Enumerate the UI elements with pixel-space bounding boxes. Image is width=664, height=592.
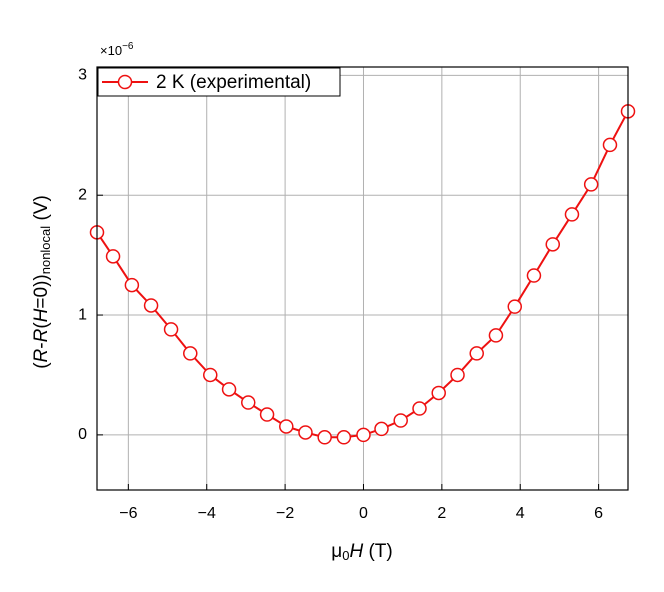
plot <box>89 104 636 445</box>
data-point <box>163 322 179 337</box>
data-point <box>393 413 408 428</box>
multiplier-base: ×10 <box>100 43 122 58</box>
y-label-part: ( <box>31 322 52 329</box>
legend-label: 2 K (experimental) <box>156 72 311 93</box>
y-tick-label: 2 <box>78 186 87 203</box>
data-point <box>412 401 427 416</box>
y-label-part: =0)) <box>31 274 52 308</box>
data-point <box>564 207 580 222</box>
x-label-part: H <box>349 541 363 562</box>
x-axis-label: μ0H (T) <box>331 541 392 563</box>
data-line <box>96 110 629 439</box>
data-point <box>336 430 352 445</box>
x-tick-label: 2 <box>437 505 446 522</box>
data-point <box>469 346 484 361</box>
plot-frame <box>96 66 629 491</box>
data-point <box>583 177 599 192</box>
x-label-part: (T) <box>363 541 393 562</box>
data-point <box>298 425 313 440</box>
y-tick-label: 1 <box>78 306 87 323</box>
data-point <box>488 328 504 343</box>
data-point <box>545 237 561 252</box>
data-point <box>259 407 275 422</box>
data-point <box>143 298 159 313</box>
data-point <box>279 419 294 434</box>
y-tick-label: 3 <box>78 67 87 84</box>
y-label-part: - <box>31 342 52 348</box>
data-point <box>356 427 371 443</box>
y-tick-label: 0 <box>78 426 87 443</box>
y-label-part: R <box>31 348 52 362</box>
multiplier: ×10−6 <box>100 41 134 59</box>
data-point <box>105 249 121 264</box>
x-tick-label: 6 <box>594 505 603 522</box>
data-point <box>221 382 237 397</box>
data-point <box>203 367 218 383</box>
y-label-part: (V) <box>31 195 52 226</box>
x-tick-label: −6 <box>119 505 137 522</box>
data-point <box>602 137 618 153</box>
y-axis-label: (R-R(H=0))nonlocal (V) <box>31 195 53 369</box>
data-point <box>374 421 389 437</box>
data-point <box>183 346 198 361</box>
y-label-part: H <box>31 308 52 322</box>
data-point <box>450 367 465 383</box>
x-tick-label: −2 <box>276 505 294 522</box>
multiplier-exp: −6 <box>122 41 134 52</box>
x-tick-label: 4 <box>516 505 525 522</box>
data-point <box>507 299 522 314</box>
y-label-part: ( <box>31 362 52 369</box>
legend-marker <box>117 74 133 90</box>
data-point <box>431 385 446 401</box>
data-point <box>241 395 256 410</box>
grid <box>97 67 628 490</box>
data-point <box>124 277 140 293</box>
data-point <box>317 430 332 445</box>
y-label-part: R <box>31 328 52 342</box>
x-tick-label: −4 <box>198 505 216 522</box>
x-tick-label: 0 <box>359 505 368 522</box>
x-label-part: μ <box>331 541 342 562</box>
data-point <box>526 268 542 283</box>
y-label-part: nonlocal <box>38 226 53 275</box>
x-label-part: 0 <box>342 548 349 563</box>
